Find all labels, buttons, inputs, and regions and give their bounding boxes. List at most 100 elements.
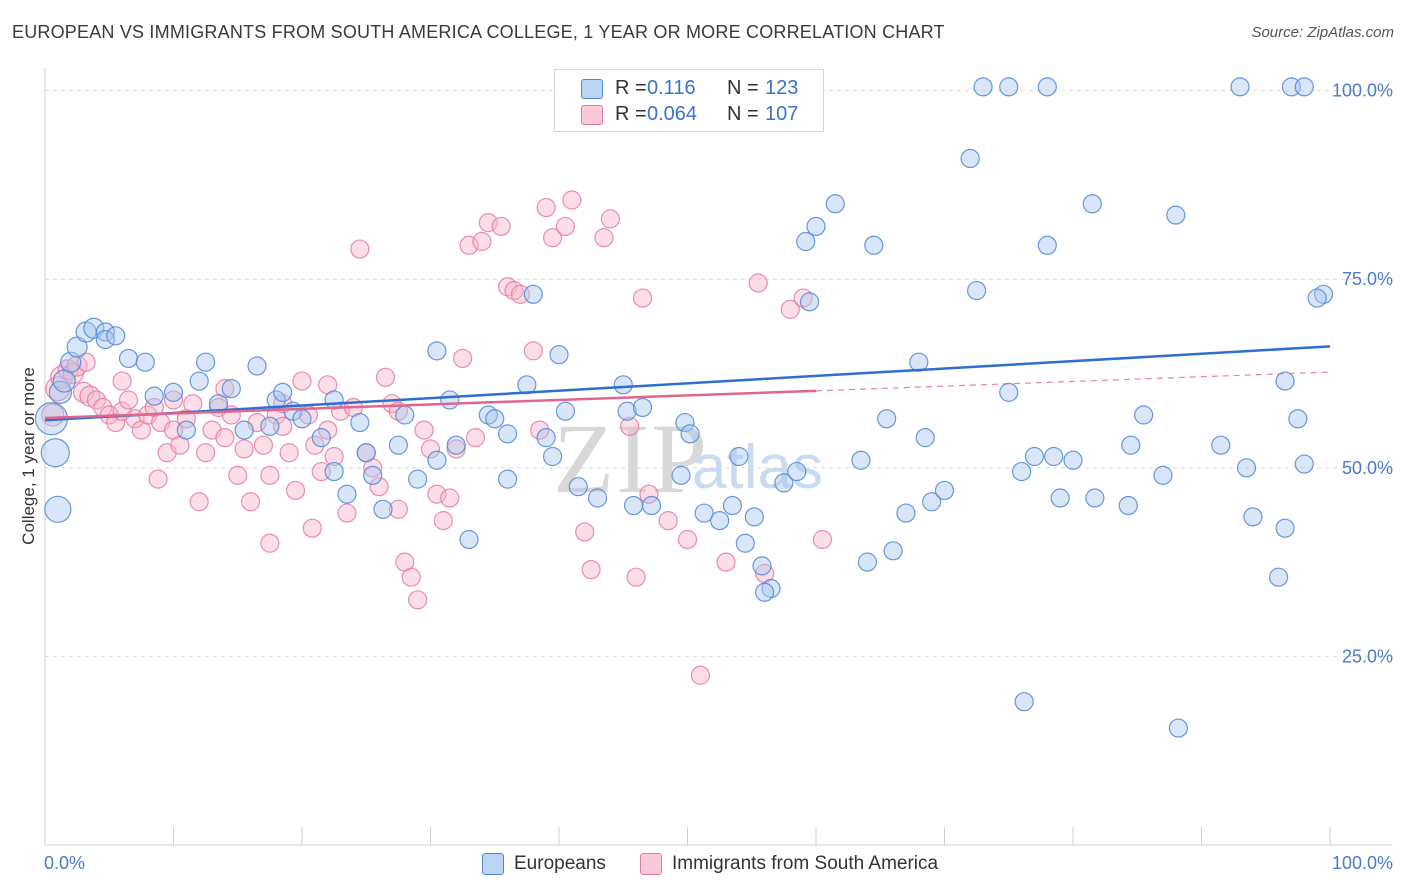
axes xyxy=(44,68,1392,846)
europeans-point xyxy=(960,148,980,169)
europeans-point xyxy=(485,409,505,429)
europeans-point xyxy=(1050,488,1070,508)
y-tick-label: 25.0% xyxy=(1342,646,1393,666)
europeans-point xyxy=(1236,458,1257,478)
immigrants-trend-extension xyxy=(815,371,1331,392)
europeans-point xyxy=(1153,465,1173,485)
immigrants-point xyxy=(350,239,370,259)
europeans-point xyxy=(1168,718,1188,738)
immigrants-point xyxy=(163,390,184,410)
immigrants-point xyxy=(542,228,563,248)
europeans-point xyxy=(189,371,209,391)
europeans-point xyxy=(999,77,1019,97)
europeans-point xyxy=(356,443,376,463)
immigrants-point xyxy=(453,348,473,369)
europeans-point xyxy=(1230,77,1250,97)
y-tick-label: 100.0% xyxy=(1332,81,1393,101)
europeans-point xyxy=(395,405,415,425)
europeans-point xyxy=(671,465,691,485)
immigrants-point xyxy=(427,484,447,504)
europeans-point xyxy=(710,511,730,531)
europeans-point xyxy=(1082,194,1102,214)
europeans-point xyxy=(52,369,76,393)
europeans-point xyxy=(617,401,637,421)
europeans-point xyxy=(517,375,537,395)
europeans-point xyxy=(1275,518,1295,538)
europeans-point xyxy=(106,326,126,346)
europeans-point xyxy=(752,556,772,576)
europeans-point xyxy=(877,409,897,429)
europeans-point xyxy=(967,280,987,301)
europeans-point xyxy=(1037,235,1057,255)
immigrants-point xyxy=(76,352,96,372)
n-label: N = xyxy=(727,77,759,99)
immigrants-point xyxy=(260,533,280,553)
europeans-point xyxy=(1085,488,1105,508)
europeans-point xyxy=(408,469,428,489)
immigrants-point xyxy=(112,371,132,391)
europeans-point xyxy=(459,529,479,550)
immigrants-point xyxy=(575,522,595,542)
immigrants-point xyxy=(780,299,800,319)
immigrants-point xyxy=(523,341,543,361)
immigrants-point xyxy=(639,484,659,504)
legend-label: Immigrants from South America xyxy=(672,853,939,874)
immigrants-point xyxy=(228,465,248,485)
immigrants-point xyxy=(260,465,280,485)
europeans-point xyxy=(388,435,408,455)
europeans-point xyxy=(613,375,633,395)
immigrants-point xyxy=(420,439,441,459)
europeans-point xyxy=(1307,288,1327,308)
europeans-point xyxy=(44,495,72,523)
n-value: 123 xyxy=(765,77,799,99)
immigrants-point xyxy=(459,235,479,255)
immigrants-point xyxy=(375,367,396,387)
europeans-point xyxy=(796,231,816,252)
immigrants-point xyxy=(285,480,306,501)
x-tick-label: 0.0% xyxy=(44,853,85,873)
immigrants-point xyxy=(414,420,434,440)
immigrants-point xyxy=(337,503,357,523)
europeans-point xyxy=(1063,450,1083,470)
europeans-swatch xyxy=(581,79,603,99)
legend-row-immigrants: R = 0.064 N = 107 xyxy=(555,102,823,128)
europeans-point xyxy=(729,446,749,467)
immigrants-swatch xyxy=(581,105,603,125)
immigrants-swatch xyxy=(640,853,662,875)
europeans-point xyxy=(373,499,393,519)
n-value: 107 xyxy=(765,103,799,125)
immigrants-point xyxy=(812,529,833,550)
europeans-point xyxy=(973,77,993,97)
europeans-point xyxy=(549,345,569,365)
immigrants-point xyxy=(536,197,556,218)
immigrants-point xyxy=(748,273,768,293)
europeans-point xyxy=(1044,446,1064,467)
europeans-point xyxy=(234,420,254,440)
immigrants-point xyxy=(440,488,460,508)
europeans-point xyxy=(1275,371,1295,391)
immigrants-point xyxy=(369,477,389,497)
immigrants-point xyxy=(478,213,498,233)
europeans-point xyxy=(247,356,267,376)
immigrants-point xyxy=(600,209,621,229)
immigrants-point xyxy=(658,511,678,531)
europeans-point xyxy=(1268,567,1289,587)
immigrants-point xyxy=(292,371,312,391)
immigrants-point xyxy=(305,435,325,455)
europeans-point xyxy=(427,341,447,361)
europeans-point xyxy=(1037,77,1057,97)
europeans-point xyxy=(999,382,1019,402)
europeans-point xyxy=(623,495,644,516)
europeans-point xyxy=(363,465,383,485)
immigrants-point xyxy=(690,665,710,685)
immigrants-point xyxy=(106,412,126,433)
europeans-point xyxy=(857,552,878,572)
europeans-point xyxy=(118,348,139,369)
immigrants-point xyxy=(86,390,107,410)
europeans-point xyxy=(896,503,916,523)
europeans-point xyxy=(1294,454,1314,474)
correlation-legend: R = 0.116 N = 123 R = 0.064 N = 107 xyxy=(554,69,824,132)
europeans-point xyxy=(1288,409,1308,429)
r-value: 0.064 xyxy=(647,103,698,125)
immigrants-point xyxy=(465,428,486,448)
